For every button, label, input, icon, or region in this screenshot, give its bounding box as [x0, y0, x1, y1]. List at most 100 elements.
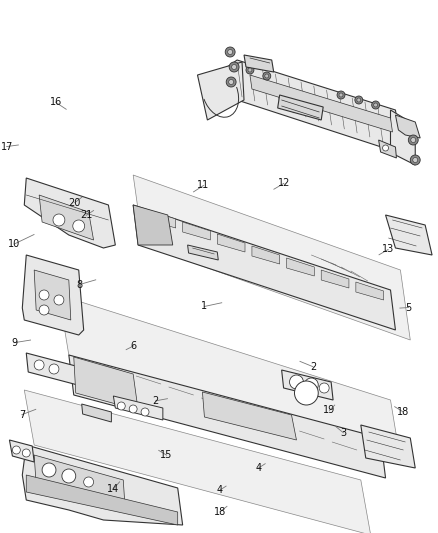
Circle shape	[354, 96, 362, 104]
Polygon shape	[360, 425, 414, 468]
Polygon shape	[244, 55, 273, 72]
Circle shape	[336, 91, 344, 99]
Circle shape	[245, 66, 253, 74]
Circle shape	[229, 62, 239, 72]
Polygon shape	[39, 195, 93, 240]
Circle shape	[73, 220, 85, 232]
Circle shape	[304, 378, 318, 392]
Text: 16: 16	[49, 98, 62, 107]
Text: 4: 4	[255, 463, 261, 473]
Text: 11: 11	[197, 181, 209, 190]
Polygon shape	[187, 245, 218, 260]
Polygon shape	[74, 357, 138, 410]
Circle shape	[318, 383, 328, 393]
Polygon shape	[321, 270, 348, 288]
Polygon shape	[251, 246, 279, 264]
Text: 9: 9	[11, 338, 17, 348]
Circle shape	[356, 98, 360, 102]
Text: 6: 6	[130, 341, 136, 351]
Polygon shape	[22, 255, 84, 335]
Polygon shape	[133, 205, 395, 330]
Circle shape	[412, 157, 417, 163]
Circle shape	[410, 155, 419, 165]
Polygon shape	[69, 355, 385, 478]
Polygon shape	[286, 258, 314, 276]
Polygon shape	[202, 60, 399, 150]
Text: 14: 14	[107, 484, 119, 494]
Text: 2: 2	[309, 362, 315, 372]
Polygon shape	[34, 270, 71, 320]
Polygon shape	[385, 215, 431, 255]
Circle shape	[294, 381, 318, 405]
Text: 17: 17	[0, 142, 13, 151]
Text: 10: 10	[8, 239, 20, 249]
Polygon shape	[148, 210, 175, 228]
Polygon shape	[133, 205, 173, 245]
Circle shape	[117, 402, 125, 410]
Polygon shape	[81, 404, 111, 422]
Polygon shape	[9, 440, 34, 462]
Polygon shape	[113, 396, 162, 420]
Polygon shape	[395, 115, 419, 138]
Polygon shape	[182, 222, 210, 240]
Text: 15: 15	[160, 450, 173, 460]
Circle shape	[373, 103, 377, 107]
Polygon shape	[277, 95, 322, 120]
Polygon shape	[202, 392, 296, 440]
Polygon shape	[390, 110, 414, 165]
Text: 12: 12	[277, 179, 290, 188]
Polygon shape	[26, 475, 177, 525]
Circle shape	[34, 360, 44, 370]
Polygon shape	[24, 178, 115, 248]
Circle shape	[141, 408, 148, 416]
Text: 3: 3	[339, 428, 346, 438]
Text: 13: 13	[381, 245, 393, 254]
Circle shape	[129, 405, 137, 413]
Circle shape	[12, 446, 20, 454]
Circle shape	[371, 101, 379, 109]
Circle shape	[39, 290, 49, 300]
Text: 1: 1	[201, 302, 207, 311]
Polygon shape	[59, 295, 399, 460]
Polygon shape	[34, 455, 125, 510]
Polygon shape	[217, 234, 244, 252]
Text: 19: 19	[323, 406, 335, 415]
Polygon shape	[197, 62, 244, 120]
Circle shape	[410, 138, 415, 142]
Text: 4: 4	[216, 486, 222, 495]
Circle shape	[39, 305, 49, 315]
Circle shape	[264, 74, 268, 78]
Polygon shape	[24, 390, 370, 533]
Circle shape	[231, 64, 236, 69]
Polygon shape	[22, 445, 182, 525]
Text: 21: 21	[80, 211, 92, 220]
Circle shape	[381, 145, 388, 151]
Text: 20: 20	[68, 198, 81, 207]
Circle shape	[62, 469, 76, 483]
Text: 5: 5	[405, 303, 411, 312]
Text: 7: 7	[19, 410, 25, 419]
Text: 2: 2	[152, 396, 159, 406]
Text: 8: 8	[76, 280, 82, 289]
Circle shape	[262, 72, 270, 80]
Circle shape	[228, 79, 233, 85]
Circle shape	[407, 135, 417, 145]
Circle shape	[289, 375, 303, 389]
Circle shape	[226, 77, 236, 87]
Circle shape	[22, 449, 30, 457]
Circle shape	[42, 463, 56, 477]
Polygon shape	[355, 282, 383, 300]
Circle shape	[53, 214, 65, 226]
Polygon shape	[281, 370, 332, 400]
Circle shape	[49, 364, 59, 374]
Polygon shape	[26, 353, 78, 385]
Circle shape	[338, 93, 342, 97]
Circle shape	[247, 68, 251, 72]
Circle shape	[225, 47, 235, 57]
Circle shape	[84, 477, 93, 487]
Text: 18: 18	[396, 407, 409, 417]
Text: 18: 18	[213, 507, 226, 516]
Polygon shape	[133, 175, 410, 340]
Polygon shape	[378, 140, 396, 158]
Circle shape	[227, 50, 232, 54]
